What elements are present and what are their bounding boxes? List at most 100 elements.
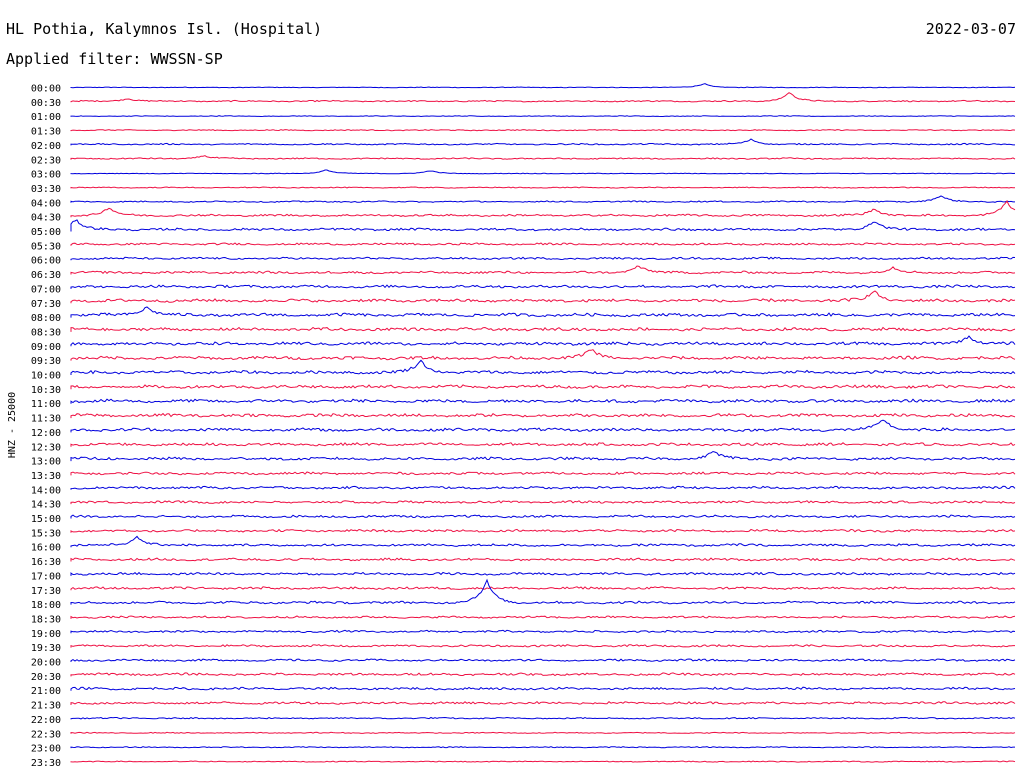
trace-line	[70, 571, 1016, 576]
row-time-label: 11:30	[31, 414, 61, 425]
row-time-label: 19:30	[31, 643, 61, 654]
trace-line	[70, 450, 1016, 462]
row-time-label: 20:30	[31, 672, 61, 683]
trace-line	[70, 535, 1016, 548]
trace-line	[70, 256, 1016, 261]
trace-line	[70, 500, 1016, 505]
row-time-label: 04:30	[31, 213, 61, 224]
trace-line	[70, 83, 1016, 89]
row-time-label: 04:00	[31, 198, 61, 209]
trace-line	[70, 200, 1016, 218]
trace-line	[70, 514, 1016, 519]
row-time-label: 17:30	[31, 586, 61, 597]
row-time-label: 16:30	[31, 557, 61, 568]
trace-line	[70, 672, 1016, 677]
trace-line	[70, 186, 1016, 189]
trace-line	[70, 471, 1016, 476]
row-time-label: 18:30	[31, 614, 61, 625]
trace-line	[70, 615, 1016, 619]
trace-line	[70, 219, 1016, 232]
trace-line	[70, 419, 1016, 433]
row-time-label: 10:00	[31, 371, 61, 382]
trace-line	[70, 384, 1016, 390]
row-time-label: 05:30	[31, 241, 61, 252]
trace-line	[70, 716, 1016, 720]
trace-line	[70, 442, 1016, 447]
row-time-label: 02:00	[31, 141, 61, 152]
row-time-label: 00:00	[31, 84, 61, 95]
trace-line	[70, 138, 1015, 146]
trace-line	[70, 586, 1016, 591]
trace-line	[70, 290, 1016, 304]
trace-line	[70, 760, 1016, 763]
trace-line	[70, 629, 1016, 634]
trace-line	[70, 686, 1016, 691]
channel-scale-label: HNZ - 25000	[7, 392, 18, 458]
trace-line	[70, 700, 1016, 705]
trace-line	[70, 115, 1016, 118]
trace-line	[70, 326, 1016, 332]
row-time-label: 20:00	[31, 658, 61, 669]
station-title: HL Pothia, Kalymnos Isl. (Hospital)	[6, 20, 323, 38]
trace-line	[70, 557, 1016, 562]
row-time-label: 08:30	[31, 327, 61, 338]
trace-line	[70, 644, 1015, 648]
row-time-label: 07:30	[31, 299, 61, 310]
trace-line	[70, 129, 1016, 132]
trace-line	[70, 658, 1016, 662]
trace-line	[70, 284, 1016, 289]
row-time-label: 23:30	[31, 758, 61, 769]
row-time-label: 13:30	[31, 471, 61, 482]
row-time-label: 21:00	[31, 686, 61, 697]
row-time-label: 22:30	[31, 729, 61, 740]
trace-line	[70, 359, 1016, 375]
row-time-label: 23:00	[31, 744, 61, 755]
row-time-label: 06:00	[31, 256, 61, 267]
row-time-label: 15:00	[31, 514, 61, 525]
row-time-label: 03:30	[31, 184, 61, 195]
trace-line	[70, 578, 1016, 605]
row-time-label: 21:30	[31, 701, 61, 712]
row-time-label: 01:00	[31, 112, 61, 123]
row-time-label: 12:00	[31, 428, 61, 439]
row-time-label: 02:30	[31, 155, 61, 166]
trace-line	[70, 155, 1016, 160]
row-time-label: 01:30	[31, 127, 61, 138]
row-time-label: 11:00	[31, 399, 61, 410]
row-time-label: 03:00	[31, 170, 61, 181]
trace-line	[70, 306, 1016, 318]
trace-line	[70, 398, 1016, 404]
row-time-label: 12:30	[31, 442, 61, 453]
row-time-label: 10:30	[31, 385, 61, 396]
row-time-label: 06:30	[31, 270, 61, 281]
row-time-label: 09:30	[31, 356, 61, 367]
row-time-label: 14:30	[31, 500, 61, 511]
trace-line	[70, 349, 1016, 361]
row-time-label: 16:00	[31, 543, 61, 554]
row-time-label: 05:00	[31, 227, 61, 238]
row-time-label: 22:00	[31, 715, 61, 726]
time-row-labels: 00:00 00:30 01:00 01:30 02:00 02:30 03:00 03:30…	[31, 84, 61, 769]
row-time-label: 18:00	[31, 600, 61, 611]
trace-line	[70, 746, 1015, 749]
row-time-label: 07:00	[31, 284, 61, 295]
trace-line	[70, 528, 1016, 533]
trace-line	[70, 731, 1016, 734]
filter-label: Applied filter: WWSSN-SP	[6, 50, 223, 68]
trace-line	[70, 412, 1016, 419]
trace-line	[70, 265, 1016, 275]
row-time-label: 08:00	[31, 313, 61, 324]
trace-line	[70, 92, 1016, 103]
date-label: 2022-03-07	[925, 20, 1016, 38]
row-time-label: 13:00	[31, 457, 61, 468]
row-time-label: 19:00	[31, 629, 61, 640]
trace-line	[70, 335, 1016, 347]
row-time-label: 09:00	[31, 342, 61, 353]
trace-line	[70, 169, 1016, 175]
trace-line	[70, 485, 1016, 490]
trace-line	[70, 195, 1015, 203]
row-time-label: 14:00	[31, 485, 61, 496]
seismogram-traces	[70, 83, 1016, 763]
row-time-label: 17:00	[31, 571, 61, 582]
